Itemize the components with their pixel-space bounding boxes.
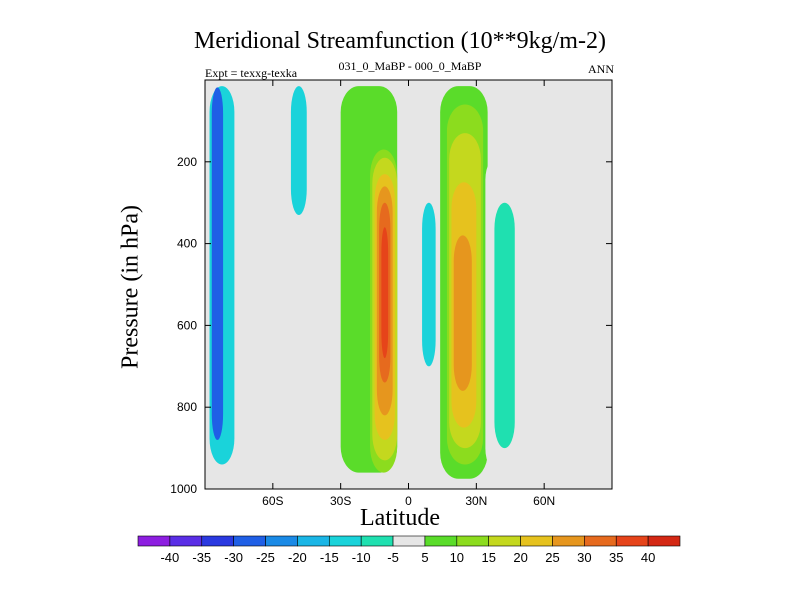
colorbar-swatch-2 [169, 535, 203, 547]
colorbar-swatch-14 [552, 535, 585, 547]
colorbar-label-9: 5 [421, 550, 428, 565]
colorbar-swatch-10 [424, 535, 458, 547]
colorbar-swatch-8 [360, 535, 394, 547]
nh-positive-cell-band-5 [453, 235, 472, 391]
sh-midlat-positive-band-band-1 [268, 165, 289, 461]
colorbar-swatch-1 [137, 535, 171, 547]
colorbar-swatch-3 [201, 535, 234, 547]
colorbar-swatch-16 [615, 535, 649, 547]
x-tick-label-60S: 60S [262, 494, 283, 508]
colorbar-swatch-13 [520, 535, 553, 547]
plot-background [205, 80, 612, 489]
nh-negative-band-band-2 [494, 202, 515, 449]
experiment-label: Expt = texxg-texka [205, 66, 298, 80]
period-difference-label: 031_0_MaBP - 000_0_MaBP [338, 59, 482, 73]
colorbar-swatch-9 [392, 535, 426, 547]
colorbar-label-8: -5 [387, 550, 399, 565]
sh-midlat-negative-band-band-1 [311, 182, 330, 473]
y-tick-label-600: 600 [177, 318, 197, 332]
sh-high-lat-negative-cell-band-3 [211, 87, 224, 440]
colorbar-swatch-12 [488, 535, 521, 547]
x-tick-label-30S: 30S [330, 494, 351, 508]
colorbar-label-15: 35 [609, 550, 623, 565]
x-tick-label-60N: 60N [533, 494, 555, 508]
x-tick-label-0: 0 [405, 494, 412, 508]
colorbar-label-6: -15 [320, 550, 339, 565]
colorbar-swatch-6 [297, 535, 330, 547]
x-tick-label-30N: 30N [465, 494, 487, 508]
season-label: ANN [588, 62, 614, 76]
colorbar-swatch-7 [328, 535, 362, 547]
colorbar-label-14: 30 [577, 550, 591, 565]
x-axis-label: Latitude [360, 505, 440, 531]
colorbar-label-7: -10 [352, 550, 371, 565]
equatorial-positive-cell-band-7 [381, 227, 389, 359]
y-tick-label-400: 400 [177, 237, 197, 251]
y-tick-label-1000: 1000 [170, 482, 197, 496]
colorbar-swatch-15 [584, 535, 617, 547]
colorbar-swatch-4 [233, 535, 266, 547]
colorbar-label-11: 15 [481, 550, 495, 565]
y-tick-label-200: 200 [177, 155, 197, 169]
colorbar-label-1: -40 [160, 550, 179, 565]
upper-trop-negative-tongue-band-1 [290, 86, 307, 215]
colorbar-swatch-11 [456, 535, 490, 547]
colorbar-label-13: 25 [545, 550, 559, 565]
colorbar-label-16: 40 [641, 550, 655, 565]
colorbar-label-12: 20 [513, 550, 527, 565]
colorbar-label-4: -25 [256, 550, 275, 565]
colorbar-label-5: -20 [288, 550, 307, 565]
colorbar-swatch-5 [265, 535, 298, 547]
near-equator-negative-band-band-2 [422, 202, 436, 367]
colorbar-label-10: 10 [450, 550, 464, 565]
chart-title: Meridional Streamfunction (10**9kg/m-2) [194, 28, 606, 54]
colorbar-swatch-17 [647, 535, 681, 547]
colorbar-label-2: -35 [192, 550, 211, 565]
colorbar-label-3: -30 [224, 550, 243, 565]
y-tick-label-800: 800 [177, 400, 197, 414]
